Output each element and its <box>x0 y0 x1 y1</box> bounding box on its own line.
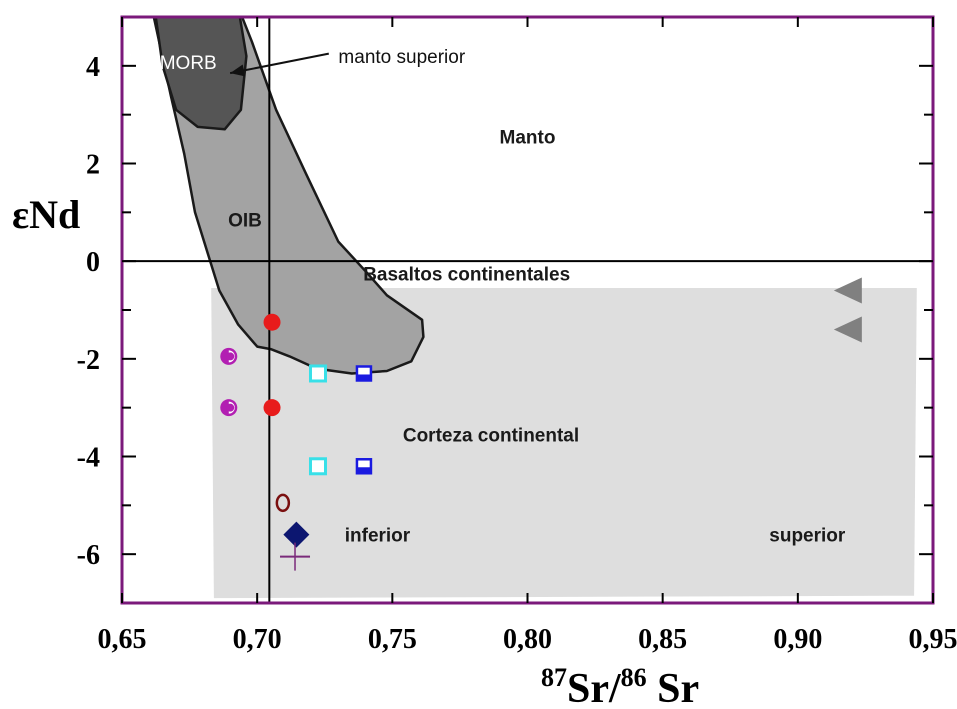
manto-label: Manto <box>500 128 556 149</box>
y-tick-label: 4 <box>86 52 100 83</box>
y-axis-title: εNd <box>12 192 80 237</box>
open-square-marker-2 <box>308 457 327 476</box>
x-axis-title: 87Sr/86 Sr <box>541 663 699 709</box>
half-filled-circle-marker-2-core <box>226 403 235 412</box>
filled-diamond-marker-1 <box>283 521 310 548</box>
filled-circle-marker-1 <box>263 313 281 331</box>
basaltos-label: Basaltos continentales <box>363 264 570 285</box>
filled-circle-marker-2 <box>263 399 281 417</box>
marker-layer <box>220 277 862 571</box>
open-circle-marker-1 <box>275 493 291 513</box>
y-tick-label: -2 <box>77 345 100 376</box>
half-filled-square-marker-1 <box>355 365 373 382</box>
x-tick-label: 0,85 <box>638 624 687 655</box>
x-tick-label: 0,90 <box>773 624 822 655</box>
left-triangle-marker-1 <box>833 277 862 304</box>
open-square-marker-1 <box>308 364 327 383</box>
y-tick-label: -4 <box>77 443 100 474</box>
y-tick-label: 0 <box>86 247 100 278</box>
half-filled-square-marker-2 <box>355 458 373 475</box>
x-tick-label: 0,65 <box>98 624 147 655</box>
half-filled-square-marker-1-fill <box>356 374 371 381</box>
half-filled-circle-marker-2 <box>220 399 238 417</box>
morb-label: MORB <box>160 53 217 74</box>
half-filled-circle-marker-1-core <box>226 352 235 361</box>
morb-field <box>154 17 248 131</box>
annotation-arrow-shaft <box>229 52 329 75</box>
manto-superior-label: manto superior <box>338 47 465 68</box>
half-filled-circle-marker-1 <box>220 347 238 365</box>
x-tick-label: 0,95 <box>909 624 957 655</box>
x-axis-title-sup1: 87 <box>541 663 567 692</box>
x-axis-title-base2: Sr <box>647 666 700 709</box>
label-layer: MORB manto superior Manto OIB Basaltos conti… <box>160 47 846 547</box>
x-axis-title-sup2: 86 <box>621 663 647 692</box>
x-axis-title-base1: Sr/ <box>567 666 622 709</box>
half-filled-square-marker-2-fill <box>356 467 371 474</box>
x-tick-label: 0,80 <box>503 624 552 655</box>
oib-label: OIB <box>228 211 262 232</box>
left-triangle-marker-2 <box>833 316 862 343</box>
cross-marker-1 <box>280 542 311 571</box>
region-layer <box>152 17 917 599</box>
corteza-label: Corteza continental <box>403 426 579 447</box>
x-tick-label: 0,75 <box>368 624 417 655</box>
annotation-arrow-head <box>230 64 246 77</box>
y-tick-label: 2 <box>86 150 100 181</box>
annotation-arrow-1 <box>229 52 329 77</box>
superior-label: superior <box>769 526 846 547</box>
tick-layer: 0,65 0,70 0,75 0,80 0,85 0,90 0,95 4 2 0 -2 -4 -6 <box>77 17 957 655</box>
x-tick-label: 0,70 <box>233 624 282 655</box>
inferior-label: inferior <box>345 526 411 547</box>
y-tick-label: -6 <box>77 540 100 571</box>
reference-line-layer <box>122 17 933 603</box>
